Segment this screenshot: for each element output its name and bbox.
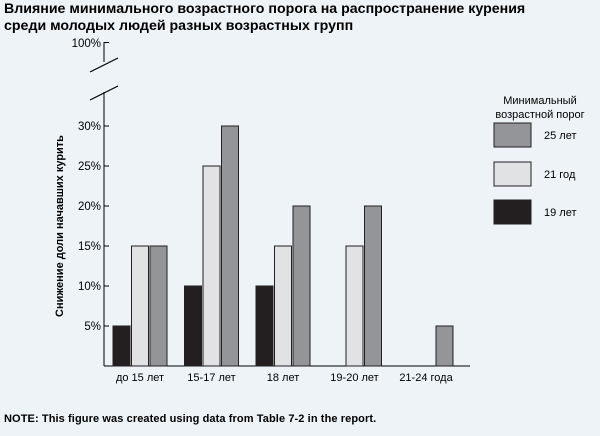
y-tick-label: 25%	[78, 161, 101, 173]
bar	[202, 165, 221, 367]
y-tick-label: 20%	[78, 201, 101, 213]
y-tick-label-top: 100%	[72, 38, 101, 50]
bar	[131, 245, 149, 367]
bar	[112, 325, 131, 367]
y-tick-label: 15%	[78, 241, 101, 253]
legend-label: 21 год	[544, 169, 576, 181]
axis-break-mark-1	[89, 57, 119, 73]
bar	[184, 285, 202, 367]
y-axis-label: Снижение доли начавших курить	[54, 135, 66, 317]
source-note: NOTE: This figure was created using data…	[4, 413, 377, 425]
legend-swatch	[493, 161, 532, 187]
bar	[292, 205, 311, 367]
legend-swatch	[493, 122, 532, 148]
y-tick-label: 5%	[84, 321, 101, 333]
bar	[345, 245, 364, 367]
x-category-label: 21-24 года	[399, 372, 453, 384]
chart-title-line-2: среди молодых людей разных возрастных гр…	[4, 18, 354, 34]
y-tick-label: 30%	[78, 121, 101, 133]
legend-title-line-1: Минимальный	[503, 95, 576, 107]
chart-title-line-1: Влияние минимального возрастного порога …	[4, 1, 526, 17]
bar	[255, 285, 274, 367]
legend-title-line-2: возрастной порог	[495, 109, 584, 121]
bar	[274, 245, 292, 367]
bar	[149, 245, 168, 367]
axis-break-mark-2	[89, 85, 119, 101]
bar	[221, 125, 239, 367]
chart-title: Влияние минимального возрастного порога …	[4, 1, 594, 35]
x-category-label: 18 лет	[267, 372, 300, 384]
bar	[364, 205, 382, 367]
y-tick-label: 10%	[78, 281, 101, 293]
legend-label: 19 лет	[544, 207, 577, 219]
bar	[435, 325, 454, 367]
legend-label: 25 лет	[544, 130, 577, 142]
legend-swatch	[493, 199, 532, 225]
x-category-label: 15-17 лет	[187, 372, 235, 384]
x-category-label: до 15 лет	[116, 372, 164, 384]
x-category-label: 19-20 лет	[330, 372, 378, 384]
